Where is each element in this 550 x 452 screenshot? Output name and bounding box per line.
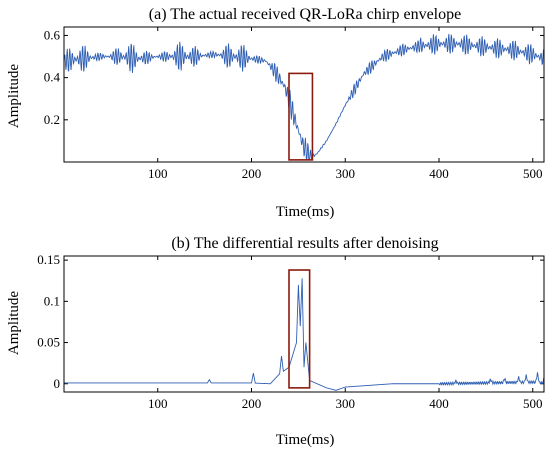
x-tick-label: 200 (242, 166, 262, 181)
plot-area-frame (63, 26, 545, 163)
panel-a-title: (a) The actual received QR-LoRa chirp en… (149, 6, 461, 23)
x-tick-label: 500 (523, 396, 543, 411)
panel-b-ylabel: Amplitude (6, 291, 22, 356)
x-tick-label: 300 (336, 166, 356, 181)
x-tick-label: 100 (148, 396, 168, 411)
panel-a-ylabel: Amplitude (6, 64, 22, 129)
x-tick-label: 500 (523, 166, 543, 181)
highlight-box (288, 269, 311, 389)
signal-line (64, 278, 545, 391)
signal-line (63, 33, 545, 160)
x-tick-label: 100 (148, 166, 168, 181)
y-tick-label: 0.4 (44, 70, 61, 85)
x-tick-label: 400 (429, 166, 449, 181)
y-tick-label: 0.1 (44, 293, 60, 308)
y-tick-label: 0 (54, 376, 61, 391)
x-tick-label: 400 (429, 396, 449, 411)
panel-b: (b) The differential results after denoi… (6, 235, 545, 448)
y-tick-label: 0.15 (37, 252, 60, 267)
panel-b-title: (b) The differential results after denoi… (171, 235, 438, 252)
panel-a: (a) The actual received QR-LoRa chirp en… (6, 6, 545, 220)
y-tick-label: 0.2 (44, 112, 60, 127)
y-tick-label: 0.05 (37, 335, 60, 350)
x-tick-label: 200 (242, 396, 262, 411)
x-tick-label: 300 (336, 396, 356, 411)
y-tick-label: 0.6 (44, 27, 61, 42)
panel-b-xlabel: Time(ms) (276, 432, 335, 448)
highlight-box (288, 72, 314, 161)
plot-area-frame (63, 255, 545, 393)
panel-a-xlabel: Time(ms) (276, 204, 335, 220)
